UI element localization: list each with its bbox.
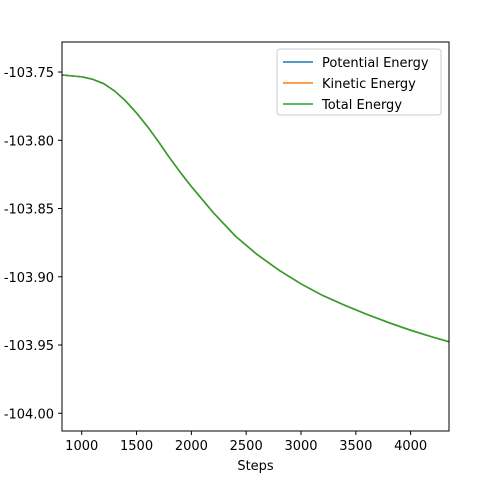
- y-tick-label: -103.90: [4, 271, 54, 286]
- y-tick-label: -103.80: [4, 134, 54, 149]
- legend-label-1: Kinetic Energy: [322, 77, 416, 92]
- y-tick-label: -103.85: [4, 203, 54, 218]
- x-tick-label: 3500: [339, 439, 372, 454]
- x-tick-label: 1500: [120, 439, 153, 454]
- series-layer: [61, 74, 450, 343]
- legend: Potential Energy Kinetic Energy Total Ener…: [276, 48, 442, 116]
- x-axis-label: Steps: [237, 459, 274, 474]
- x-tick-label: 3000: [284, 439, 317, 454]
- plot-frame: [61, 41, 450, 432]
- x-axis: 1000 1500 2000 2500 3000 3500 4000: [65, 431, 427, 454]
- x-tick-label: 2000: [175, 439, 208, 454]
- y-axis: -103.75 -103.80 -103.85 -103.90 -103.95 -104.…: [4, 66, 62, 422]
- legend-box: [276, 48, 442, 116]
- legend-label-2: Total Energy: [321, 98, 402, 113]
- x-tick-label: 2500: [230, 439, 263, 454]
- y-tick-label: -103.75: [4, 66, 54, 81]
- y-tick-label: -104.00: [4, 407, 54, 422]
- series-line-2: [61, 74, 450, 343]
- x-tick-label: 1000: [65, 439, 98, 454]
- y-tick-label: -103.95: [4, 339, 54, 354]
- legend-label-0: Potential Energy: [322, 56, 429, 71]
- x-tick-label: 4000: [394, 439, 427, 454]
